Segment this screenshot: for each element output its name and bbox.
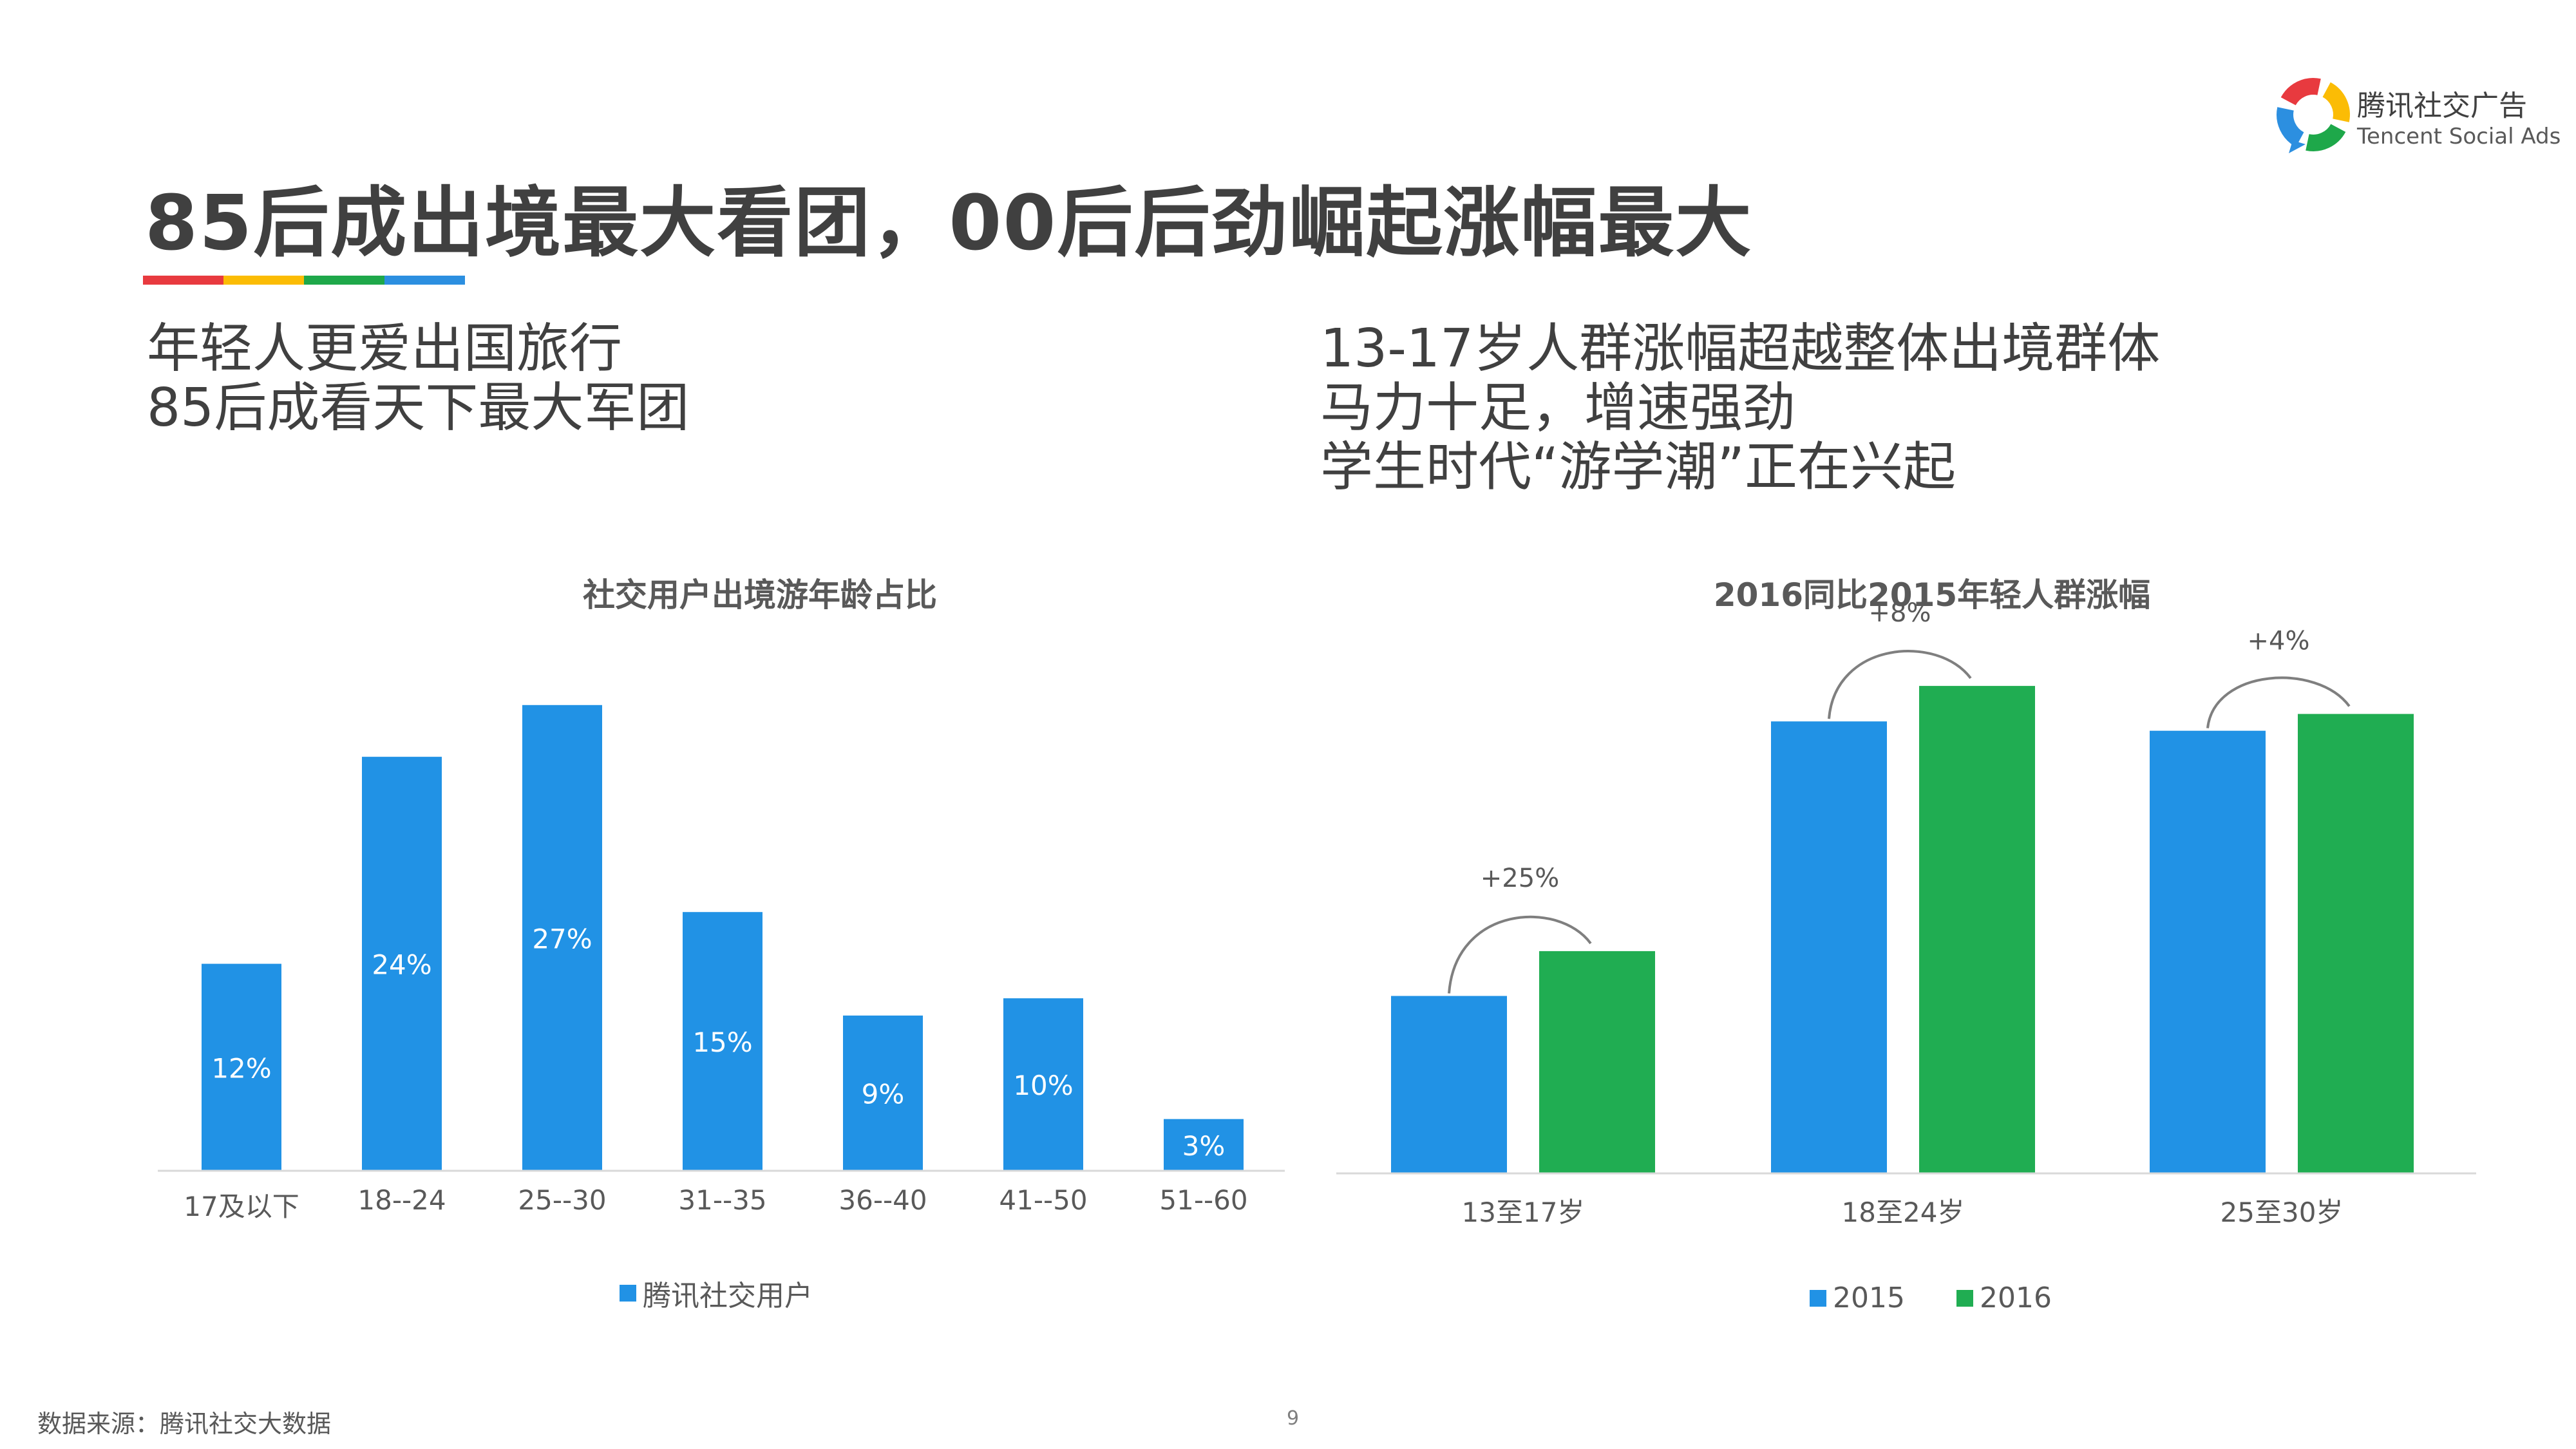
growth-annotation: +25%	[1481, 864, 1559, 893]
legend-swatch	[1810, 1289, 1826, 1307]
bar	[683, 912, 762, 1171]
right-chart-title: 2016同比2015年轻人群涨幅	[1713, 576, 2151, 614]
bar	[362, 757, 442, 1171]
brand-name-en: Tencent Social Ads	[2357, 124, 2561, 149]
growth-connector	[1448, 915, 1592, 994]
tick-label: 25--30	[518, 1184, 606, 1216]
legend-label: 2016	[1979, 1282, 2052, 1314]
age-share-chart: 12% 17及以下 24% 18--24 27% 25--30 15% 31--35 9% 36-…	[158, 705, 1285, 1222]
left-point: 年轻人更爱出国旅行	[147, 318, 623, 379]
brand-name: 腾讯社交广告 Tencent Social Ads	[2357, 82, 2561, 149]
tick-label: 36--40	[838, 1184, 927, 1216]
legend-label: 腾讯社交用户	[643, 1280, 813, 1312]
bar	[843, 1015, 923, 1171]
title-divider-green	[304, 276, 384, 285]
right-points: 13-17岁人群涨幅超越整体出境群体 马力十足，增速强劲 学生时代“游学潮”正在…	[1320, 319, 2160, 497]
tick-label: 51--60	[1159, 1184, 1247, 1216]
bar	[202, 963, 281, 1171]
left-points: 年轻人更爱出国旅行 85后成看天下最大军团	[147, 319, 689, 438]
bar-2015	[1771, 721, 1887, 1173]
data-label: 3%	[1182, 1130, 1226, 1162]
brand-logo	[2275, 76, 2352, 156]
data-label: 12%	[211, 1052, 271, 1084]
data-label: 9%	[862, 1078, 905, 1110]
brand-name-cn: 腾讯社交广告	[2357, 90, 2527, 122]
growth-chart: +25% 13至17岁 +8% 18至24岁 +4% 25至30岁	[1336, 598, 2476, 1228]
data-label: 10%	[1013, 1070, 1073, 1101]
brand-logo-icon	[2277, 78, 2350, 153]
growth-connector	[1828, 650, 1972, 719]
right-point: 马力十足，增速强劲	[1320, 377, 1796, 439]
tick-label: 25至30岁	[2221, 1197, 2344, 1228]
left-point: 85后成看天下最大军团	[147, 377, 690, 439]
bar	[522, 705, 602, 1171]
bar	[1164, 1119, 1244, 1171]
title-divider-red	[143, 276, 223, 285]
left-chart-title: 社交用户出境游年龄占比	[583, 576, 937, 614]
tick-label: 13至17岁	[1462, 1197, 1585, 1228]
tick-label: 41--50	[999, 1184, 1087, 1216]
left-chart-legend: 腾讯社交用户	[620, 1273, 813, 1314]
bar-2016	[2298, 714, 2414, 1173]
growth-annotation: +8%	[1869, 598, 1931, 628]
data-label: 24%	[372, 949, 431, 981]
growth-annotation: +4%	[2248, 627, 2310, 656]
tick-label: 18--24	[357, 1184, 446, 1216]
bar	[1003, 998, 1083, 1171]
right-chart-legend: 2015 2016	[1810, 1282, 2052, 1314]
page-title: 85后成出境最大看团，00后后劲崛起涨幅最大	[145, 178, 1753, 267]
title-divider-blue	[384, 276, 465, 285]
bar-2015	[1391, 996, 1507, 1173]
growth-connector	[2206, 676, 2351, 728]
data-label: 27%	[532, 923, 592, 954]
bar-2015	[2150, 730, 2266, 1173]
right-point: 学生时代“游学潮”正在兴起	[1320, 437, 1956, 498]
page-number: 9	[1287, 1407, 1300, 1430]
tick-label: 31--35	[678, 1184, 766, 1216]
tick-label: 18至24岁	[1842, 1197, 1965, 1228]
data-label: 15%	[692, 1027, 752, 1058]
legend-swatch	[1956, 1289, 1973, 1307]
legend-label: 2015	[1833, 1282, 1905, 1314]
legend-swatch	[620, 1285, 636, 1302]
title-divider-yellow	[223, 276, 304, 285]
data-source: 数据来源：腾讯社交大数据	[37, 1410, 332, 1438]
bar-2016	[1919, 686, 2035, 1173]
tick-label: 17及以下	[184, 1191, 299, 1222]
bar-2016	[1539, 951, 1655, 1173]
right-point: 13-17岁人群涨幅超越整体出境群体	[1320, 318, 2161, 379]
